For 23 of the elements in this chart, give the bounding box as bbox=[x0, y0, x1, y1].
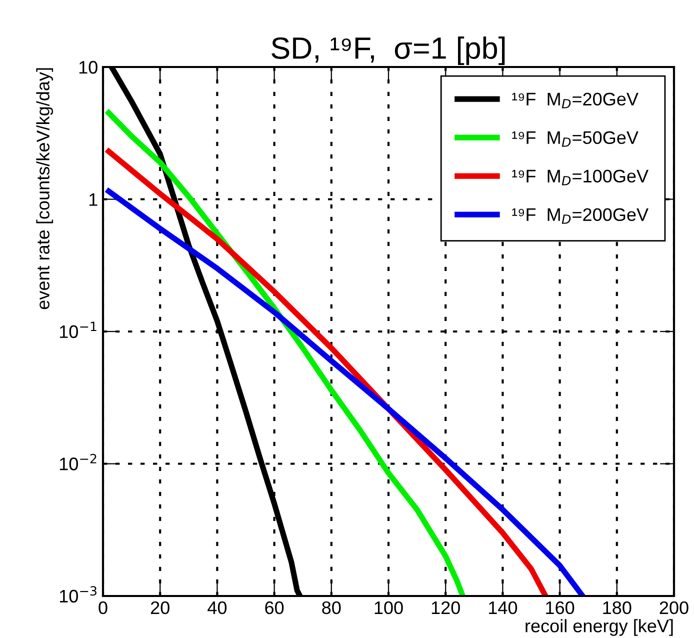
x-tick-label: 0 bbox=[98, 601, 108, 614]
y-tick-label: 10 bbox=[79, 60, 98, 74]
y-tick-label: 10$^{−3}$ bbox=[60, 586, 96, 603]
legend-label: ¹⁹F M$_{D}$=100GeV bbox=[512, 170, 648, 186]
x-tick-label: 40 bbox=[208, 601, 227, 614]
y-axis-title: event rate [counts/keV/kg/day] bbox=[36, 68, 54, 310]
legend-label: ¹⁹F M$_{D}$=20GeV bbox=[512, 92, 638, 108]
x-tick-label: 160 bbox=[546, 601, 574, 614]
x-tick-label: 60 bbox=[265, 601, 284, 614]
x-tick-label: 20 bbox=[150, 601, 170, 614]
x-tick-label: 200 bbox=[660, 601, 688, 614]
y-tick-label: 10$^{−1}$ bbox=[60, 322, 96, 338]
x-tick-label: 140 bbox=[489, 601, 518, 614]
x-axis-title: recoil energy [keV] bbox=[526, 619, 673, 636]
y-tick-label: 1 bbox=[89, 193, 98, 206]
x-tick-label: 120 bbox=[432, 601, 460, 614]
x-tick-label: 100 bbox=[374, 601, 403, 614]
x-tick-label: 180 bbox=[603, 601, 632, 614]
x-tick-label: 80 bbox=[322, 601, 341, 614]
chart-title: SD, ¹⁹F, σ=1 [pb] bbox=[272, 36, 505, 66]
legend-label: ¹⁹F M$_{D}$=200GeV bbox=[512, 208, 648, 224]
y-tick-label: 10$^{−2}$ bbox=[60, 454, 96, 470]
legend-label: ¹⁹F M$_{D}$=50GeV bbox=[512, 131, 638, 147]
